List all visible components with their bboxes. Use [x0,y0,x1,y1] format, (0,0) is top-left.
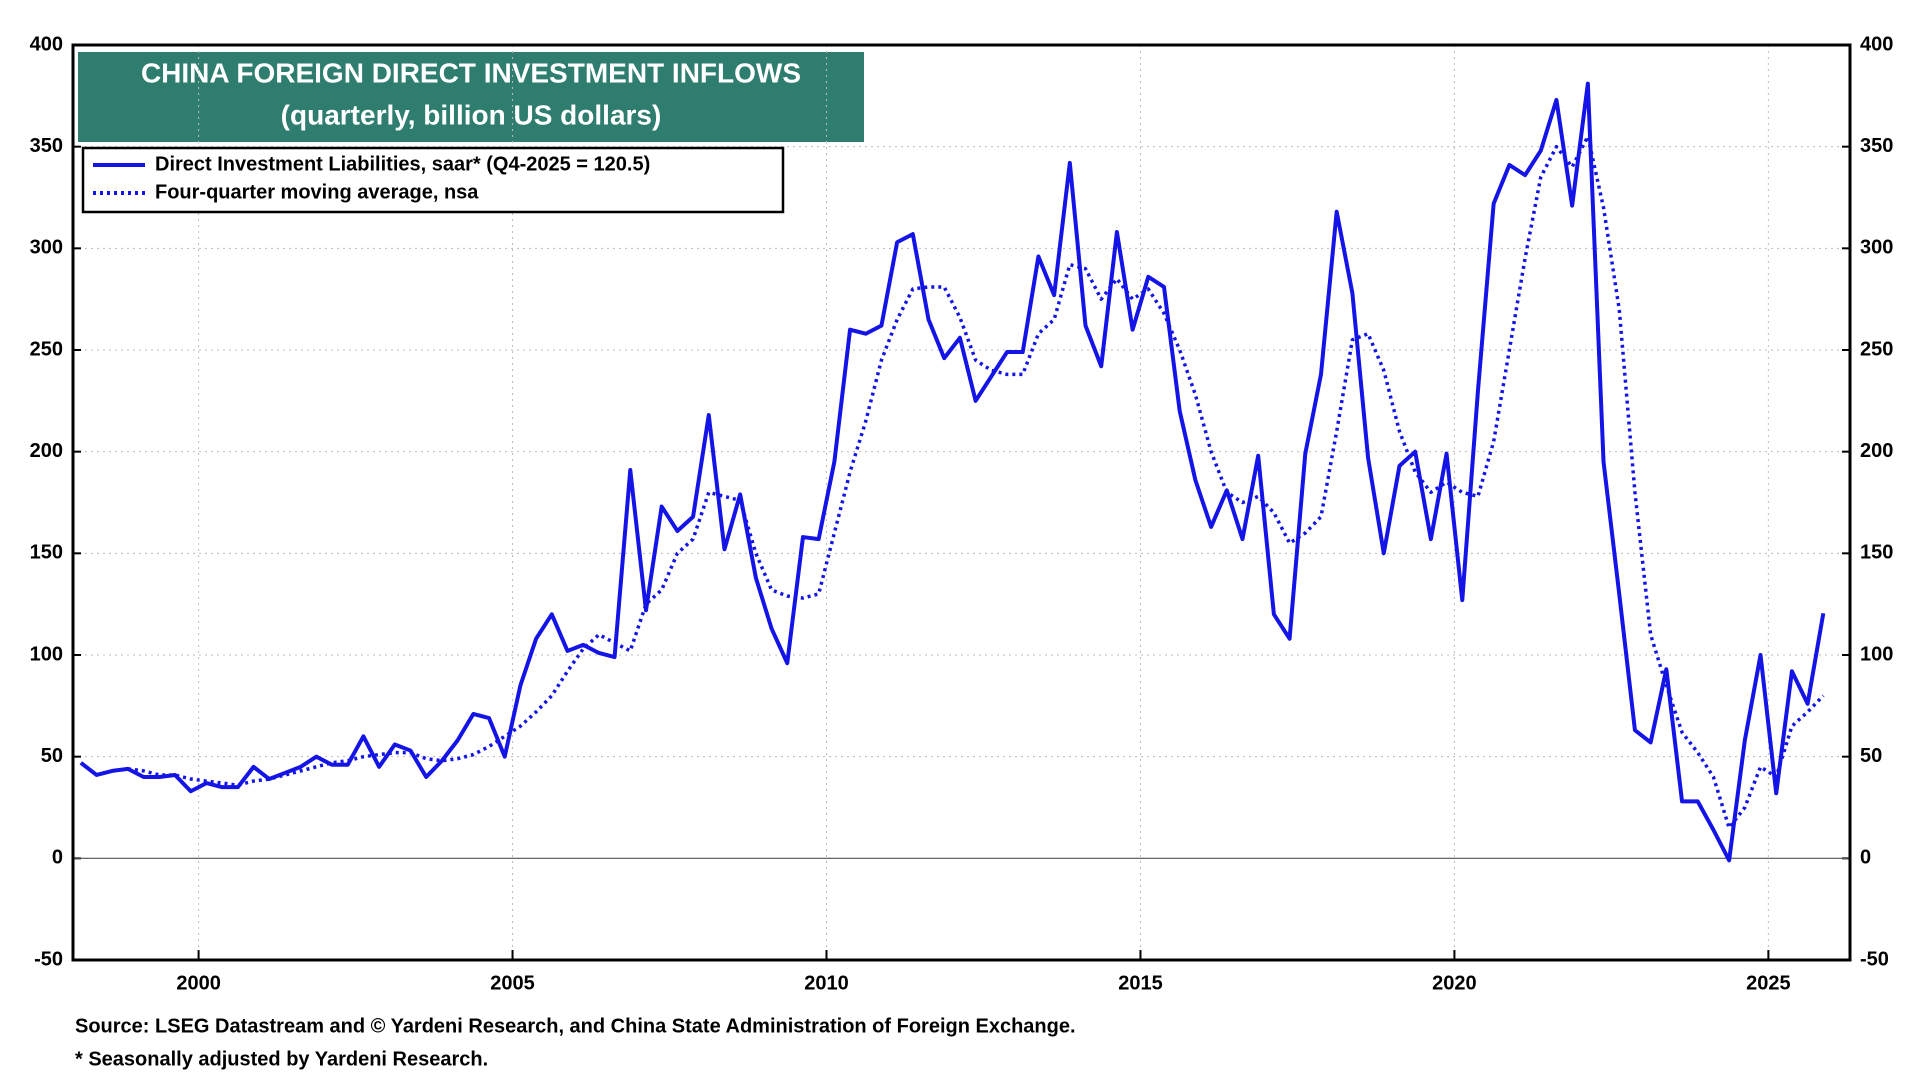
y2-tick-label: 0 [1860,847,1871,869]
y2-tick-label: -50 [1860,948,1889,970]
y2-tick-label: 400 [1860,33,1893,55]
legend-label: Four-quarter moving average, nsa [155,181,479,203]
series-line [127,134,1825,830]
legend-label: Direct Investment Liabilities, saar* (Q4… [155,153,650,175]
x-tick-label: 2015 [1118,972,1163,994]
footnote: * Seasonally adjusted by Yardeni Researc… [75,1048,488,1070]
y2-tick-label: 300 [1860,237,1893,259]
x-tick-label: 2025 [1746,972,1791,994]
legend-box [81,146,785,214]
source-note: Source: LSEG Datastream and © Yardeni Re… [75,1015,1076,1037]
series-line [79,81,1826,863]
y-tick-label: 350 [30,135,63,157]
y-tick-label: 400 [30,33,63,55]
y2-tick-label: 150 [1860,542,1893,564]
y-tick-label: 150 [30,542,63,564]
chart-subtitle: (quarterly, billion US dollars) [281,99,662,130]
y-tick-label: -50 [34,948,63,970]
y2-tick-label: 250 [1860,338,1893,360]
title-box [78,52,864,142]
y-tick-label: 0 [52,847,63,869]
x-tick-label: 2000 [176,972,221,994]
y-tick-label: 200 [30,440,63,462]
x-tick-label: 2005 [490,972,535,994]
plot-frame [71,43,1852,962]
y-tick-label: 50 [41,745,63,767]
y2-tick-label: 200 [1860,440,1893,462]
y2-tick-label: 350 [1860,135,1893,157]
y-tick-label: 300 [30,237,63,259]
y-tick-label: 100 [30,643,63,665]
y2-tick-label: 50 [1860,745,1882,767]
x-tick-label: 2020 [1432,972,1477,994]
y2-tick-label: 100 [1860,643,1893,665]
y-tick-label: 250 [30,338,63,360]
x-tick-label: 2010 [804,972,849,994]
chart-title: CHINA FOREIGN DIRECT INVESTMENT INFLOWS [141,57,801,88]
